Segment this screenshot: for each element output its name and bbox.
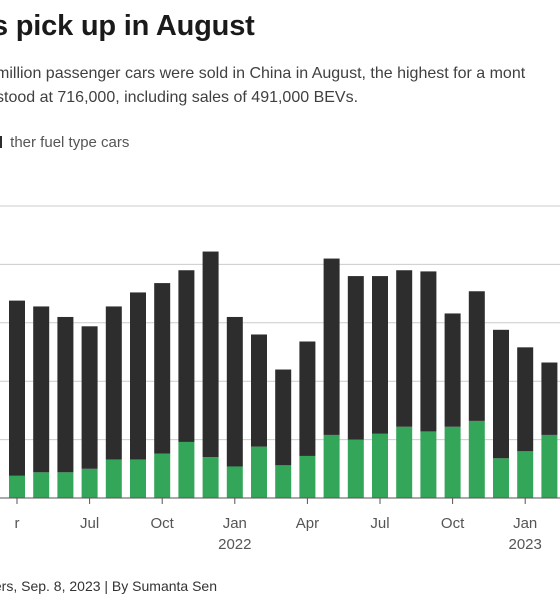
subtitle-line: stood at 716,000, including sales of 491… bbox=[0, 89, 359, 106]
subtitle-line: million passenger cars were sold in Chin… bbox=[0, 65, 526, 82]
bar-segment-green bbox=[372, 433, 388, 498]
x-tick-year-label: 2022 bbox=[218, 536, 251, 553]
bar-segment-other bbox=[33, 306, 50, 473]
bar-segment-other bbox=[251, 334, 267, 447]
bar-segment-green bbox=[541, 434, 558, 498]
bar-segment-green bbox=[396, 426, 413, 498]
bar-segment-other bbox=[444, 313, 461, 427]
bar-segment-other bbox=[57, 316, 74, 473]
bar-segment-green bbox=[33, 472, 50, 498]
x-tick-label: r bbox=[15, 515, 20, 532]
bar-segment-other bbox=[226, 316, 243, 467]
source-credit: ters, Sep. 8, 2023 | By Sumanta Sen bbox=[0, 578, 217, 594]
bar-segment-other bbox=[517, 347, 534, 452]
bar-segment-other bbox=[299, 341, 316, 456]
bar-segment-other bbox=[9, 300, 25, 476]
x-tick-label: Jan bbox=[223, 515, 247, 532]
bar-segment-other bbox=[178, 270, 195, 442]
x-tick-label: Oct bbox=[151, 515, 175, 532]
bar-segment-green bbox=[251, 446, 267, 498]
bar-segment-other bbox=[493, 329, 509, 459]
bar-segment-green bbox=[468, 420, 485, 498]
x-tick-label: Jul bbox=[80, 515, 99, 532]
bar-segment-other bbox=[130, 292, 146, 460]
bar-segment-other bbox=[105, 306, 122, 460]
bar-segment-other bbox=[468, 291, 485, 421]
x-tick-label: Jul bbox=[370, 515, 389, 532]
bar-segment-other bbox=[396, 270, 413, 427]
x-tick-year-label: 2023 bbox=[509, 536, 542, 553]
bar-segment-green bbox=[9, 475, 25, 498]
bar-segment-green bbox=[81, 468, 98, 498]
chart-legend: ther fuel type cars bbox=[0, 134, 129, 151]
bar-segment-green bbox=[105, 459, 122, 498]
bar-segment-other bbox=[275, 369, 292, 466]
bar-segment-green bbox=[517, 451, 534, 498]
bar-segment-other bbox=[420, 271, 437, 432]
x-tick-label: Oct bbox=[441, 515, 465, 532]
bar-segment-other bbox=[541, 362, 558, 435]
bar-segment-green bbox=[493, 458, 509, 498]
bar-segment-other bbox=[323, 258, 340, 435]
bar-segment-green bbox=[202, 457, 219, 498]
x-tick-label: Jan bbox=[513, 515, 537, 532]
bar-segment-green bbox=[444, 426, 461, 498]
bar-segment-green bbox=[323, 434, 340, 498]
legend-swatch-other bbox=[0, 136, 2, 148]
bar-segment-green bbox=[57, 472, 74, 498]
legend-label-other: ther fuel type cars bbox=[10, 134, 130, 151]
bar-segment-green bbox=[130, 459, 146, 498]
bar-segment-other bbox=[372, 276, 388, 434]
bar-segment-green bbox=[299, 455, 316, 498]
bar-segment-green bbox=[226, 466, 243, 498]
bar-segment-green bbox=[275, 465, 292, 498]
chart-subtitle: million passenger cars were sold in Chin… bbox=[0, 62, 556, 110]
bar-segment-other bbox=[202, 251, 219, 458]
bar-segment-other bbox=[81, 326, 98, 469]
bar-segment-green bbox=[347, 439, 364, 498]
bar-segment-other bbox=[347, 276, 364, 440]
x-tick-label: Apr bbox=[296, 515, 319, 532]
bar-segment-other bbox=[154, 283, 171, 454]
bar-segment-green bbox=[154, 453, 171, 498]
bar-segment-green bbox=[420, 431, 437, 498]
chart-title: s pick up in August bbox=[0, 10, 255, 42]
bar-segment-green bbox=[178, 441, 195, 498]
